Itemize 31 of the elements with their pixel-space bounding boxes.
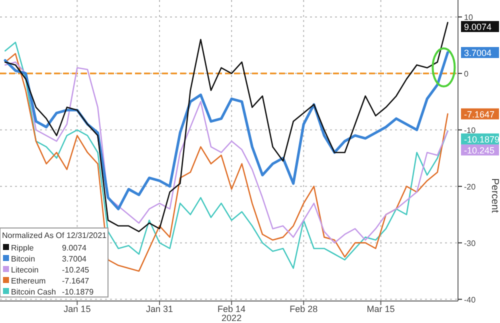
legend-label: Litecoin <box>11 266 39 274</box>
data-label: -7.1647 <box>464 109 495 120</box>
legend-label: Ethereum <box>11 276 46 286</box>
y-tick-label: -40 <box>464 295 476 304</box>
data-label: 9.0074 <box>464 22 492 32</box>
legend-label: Ripple <box>11 244 34 252</box>
y-tick-label: 10 <box>464 12 474 22</box>
text: -7.1647 <box>62 276 90 286</box>
y-tick-label: -20 <box>464 182 476 192</box>
legend-label: Bitcoin Cash <box>11 288 56 296</box>
data-label: -10.245 <box>464 145 495 156</box>
x-tick-label: Mar 15 <box>366 304 395 314</box>
y-tick-label: 0 <box>464 69 469 78</box>
line-series <box>4 51 450 210</box>
text: 9.0074 <box>62 244 86 252</box>
y-axis-title: Percent <box>489 178 500 213</box>
text: -10.1879 <box>62 288 94 296</box>
x-tick-label: Feb 28 <box>290 304 318 314</box>
x-tick-label: Jan 15 <box>64 304 91 314</box>
legend-title: Normalized As Of 12/31/2021 <box>2 231 108 240</box>
x-tick-label: Jan 31 <box>146 304 174 314</box>
text: -10.245 <box>62 266 90 274</box>
legend-label: Bitcoin <box>11 254 36 264</box>
line-series <box>4 61 448 244</box>
x-tick-label: Feb 14 2022 <box>218 304 246 323</box>
line-series <box>4 22 448 232</box>
y-tick-label: -30 <box>464 238 476 248</box>
text: 3.7004 <box>62 254 86 264</box>
y-tick-label: -10 <box>464 126 476 135</box>
data-label: -10.1879 <box>464 134 500 144</box>
data-label: 3.7004 <box>464 48 492 58</box>
